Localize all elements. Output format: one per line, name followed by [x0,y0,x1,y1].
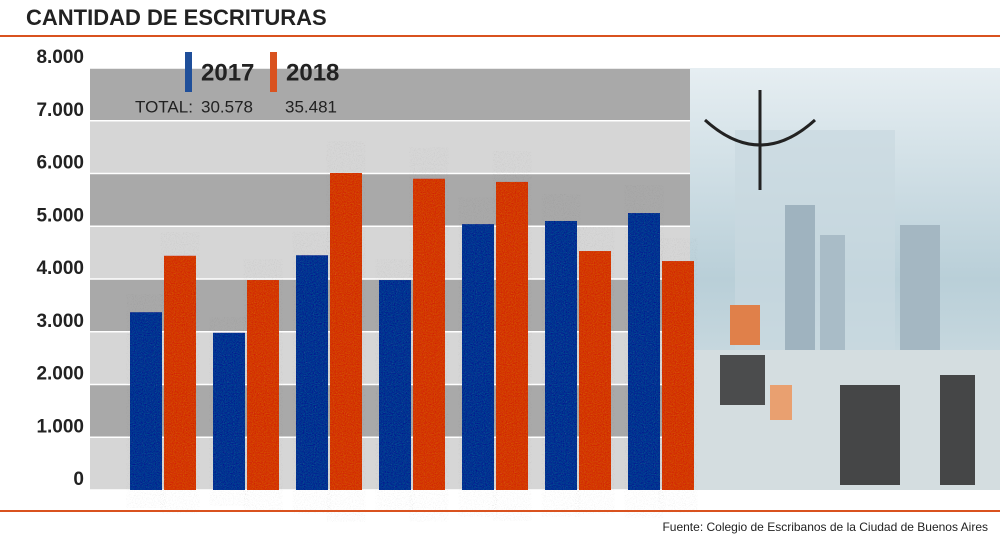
total-value: 35.481 [285,97,337,116]
y-tick-label: 3.000 [36,311,84,332]
bar [662,261,694,490]
y-tick-label: 1.000 [36,416,84,437]
photo [690,68,1000,490]
bar [413,178,445,490]
y-tick-label: 0 [73,469,84,490]
bar [164,255,196,490]
y-tick-label: 5.000 [36,205,84,226]
bar [330,172,362,490]
legend-swatch [185,52,192,92]
bar [462,224,494,490]
legend-swatch [270,52,277,92]
source: Fuente: Colegio de Escribanos de la Ciud… [662,520,988,534]
y-tick-label: 6.000 [36,153,84,174]
legend-label: 2018 [286,59,339,86]
bar [213,332,245,490]
total-value: 30.578 [201,97,253,116]
bar [496,181,528,490]
y-tick-label: 7.000 [36,100,84,121]
chart-title: CANTIDAD DE ESCRITURAS [26,5,327,30]
bar [247,280,279,490]
y-tick-label: 4.000 [36,258,84,279]
legend-label: 2017 [201,59,254,86]
bar [296,255,328,490]
bar [545,220,577,490]
y-tick-label: 8.000 [36,47,84,68]
bar [579,251,611,490]
total-label: TOTAL: [135,97,193,116]
y-tick-label: 2.000 [36,364,84,385]
bar [379,280,411,490]
bar [628,213,660,490]
bar [130,312,162,490]
